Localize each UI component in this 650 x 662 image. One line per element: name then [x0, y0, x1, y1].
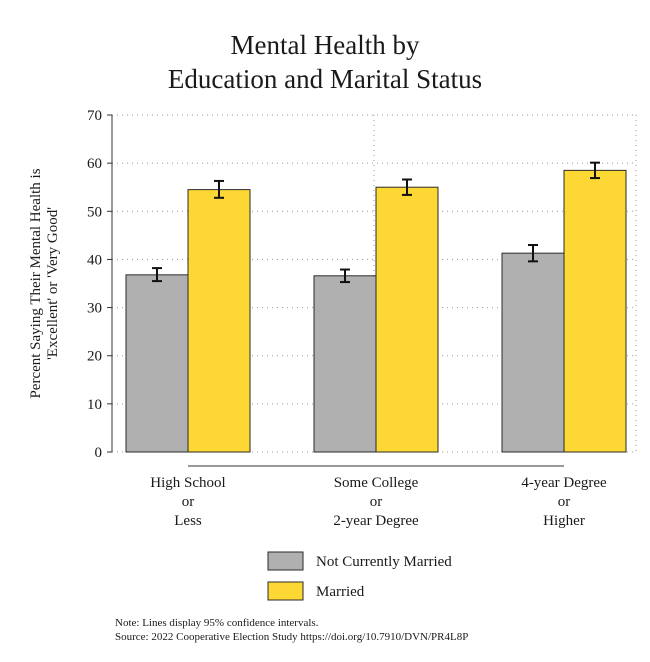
y-tick-label: 30 [87, 301, 102, 317]
bar [563, 169, 627, 453]
y-tick-label: 60 [87, 156, 102, 172]
legend-swatch [267, 551, 304, 571]
legend-label: Not Currently Married [316, 554, 452, 570]
x-tick-label: or [558, 494, 571, 510]
legend-label: Married [316, 584, 365, 600]
x-tick-label: or [370, 494, 383, 510]
x-tick-label: Higher [543, 513, 585, 529]
bar [375, 186, 439, 453]
bar [125, 274, 189, 453]
bar [187, 189, 251, 453]
bar [501, 252, 565, 453]
y-axis-title-line2: 'Excellent' or 'Very Good' [45, 207, 61, 360]
y-tick-label: 10 [87, 397, 102, 413]
y-tick-label: 0 [95, 445, 103, 461]
x-tick-label: 4-year Degree [521, 475, 607, 491]
y-axis-title-line1: Percent Saying Their Mental Health is [28, 168, 44, 398]
x-tick-label: High School [150, 475, 225, 491]
x-tick-label: Less [174, 513, 202, 529]
y-tick-label: 70 [87, 108, 102, 124]
x-tick-label: or [182, 494, 195, 510]
chart-title-line2: Education and Marital Status [167, 64, 483, 94]
y-tick-label: 20 [87, 349, 102, 365]
source-text: Source: 2022 Cooperative Election Study … [115, 631, 469, 643]
x-tick-label: 2-year Degree [333, 513, 419, 529]
chart-title-line1: Mental Health by [230, 30, 420, 60]
y-tick-label: 40 [87, 252, 102, 268]
bar [313, 275, 377, 453]
x-tick-label: Some College [334, 475, 419, 491]
legend-swatch [267, 581, 304, 601]
note-text: Note: Lines display 95% confidence inter… [115, 617, 319, 629]
y-tick-label: 50 [87, 204, 102, 220]
